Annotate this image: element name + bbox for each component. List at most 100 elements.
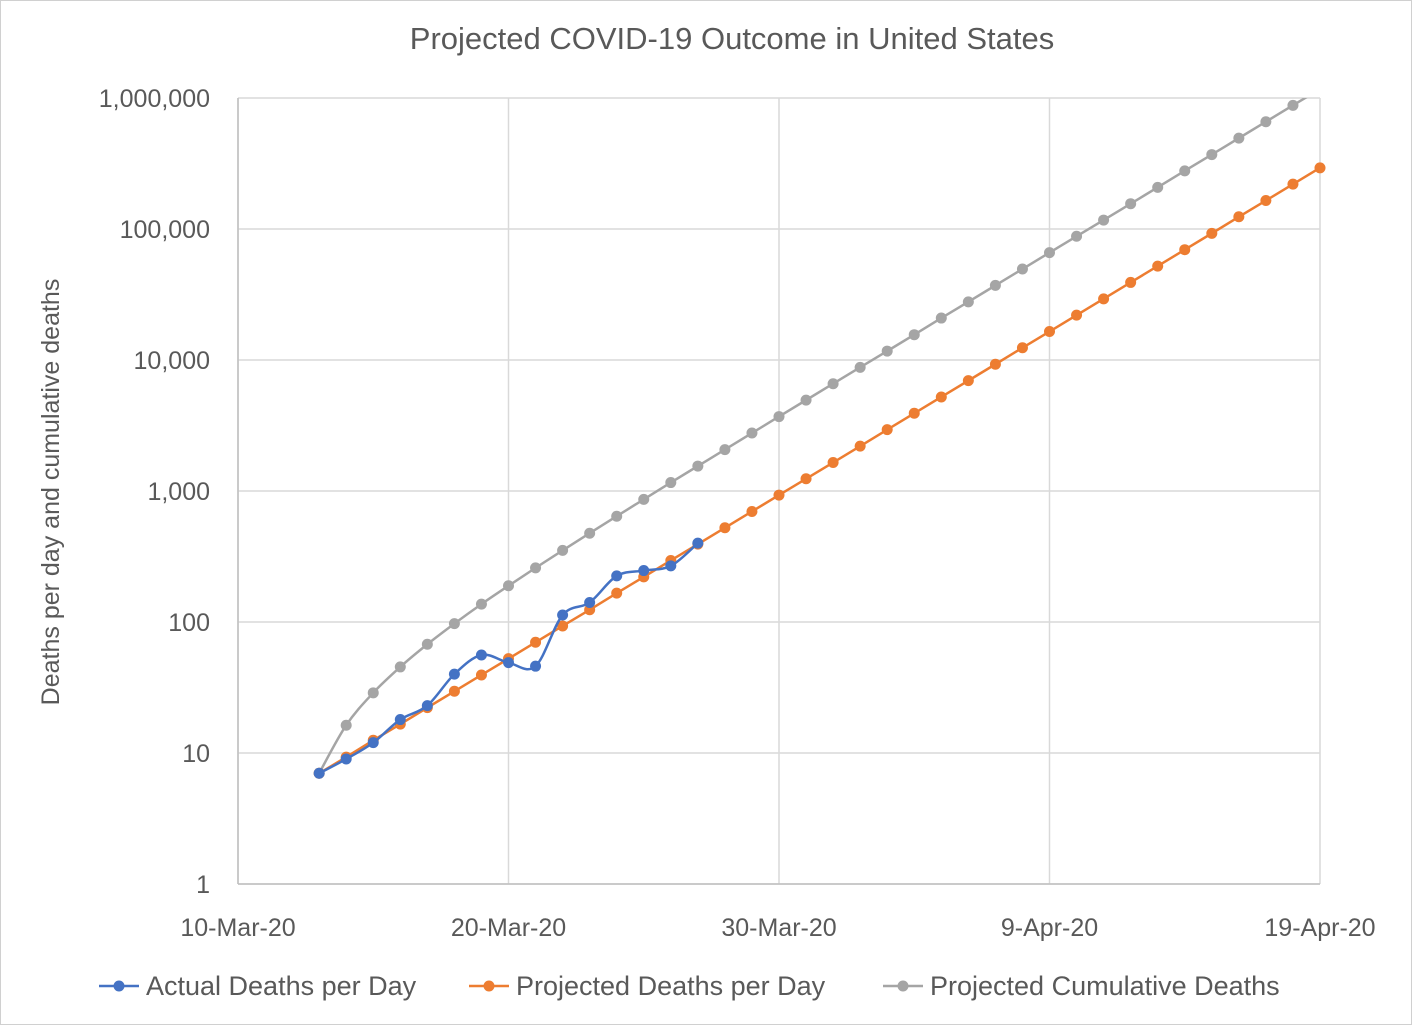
series-line (318, 98, 1308, 774)
data-point (475, 598, 487, 610)
data-point (665, 560, 677, 572)
data-point (962, 296, 974, 308)
data-point (773, 411, 785, 423)
data-point (908, 407, 920, 419)
data-point (1016, 263, 1028, 275)
y-tick-label: 100,000 (120, 216, 210, 244)
data-point (503, 657, 514, 669)
data-point (584, 596, 596, 608)
data-point (1044, 247, 1055, 259)
series-0 (313, 537, 704, 779)
data-point (827, 457, 839, 469)
data-point (1206, 149, 1218, 161)
data-point (557, 609, 569, 621)
data-point (935, 312, 947, 324)
data-point (854, 361, 866, 373)
data-point (746, 505, 758, 517)
data-point (611, 587, 623, 599)
data-point (1260, 116, 1272, 128)
data-point (719, 522, 731, 534)
data-point (448, 685, 460, 697)
legend-label: Projected Deaths per Day (516, 971, 826, 1001)
data-point (638, 565, 650, 577)
data-point (1044, 326, 1055, 338)
data-point (746, 427, 758, 439)
data-point (611, 510, 623, 522)
data-point (908, 329, 920, 341)
data-point (989, 358, 1001, 370)
y-axis-label: Deaths per day and cumulative deaths (37, 279, 65, 706)
data-point (530, 636, 542, 648)
x-tick-label: 19-Apr-20 (1264, 914, 1375, 942)
x-tick-label: 20-Mar-20 (451, 914, 566, 942)
x-tick-label: 9-Apr-20 (1001, 914, 1098, 942)
data-point (1071, 230, 1083, 242)
data-point (475, 669, 487, 681)
series-2 (313, 84, 1326, 779)
data-point (503, 580, 514, 592)
data-point (394, 661, 406, 673)
data-point (692, 460, 704, 472)
data-point (800, 473, 812, 485)
data-point (1071, 309, 1083, 321)
data-point (340, 753, 352, 765)
tick-label-layer: 1 10 100 1,000 10,000 100,000 1,000,000 10-Mar-… (99, 85, 1376, 942)
series-1 (313, 162, 1326, 779)
data-point (1287, 178, 1299, 190)
y-tick-label: 10,000 (134, 347, 210, 375)
data-point (1152, 181, 1164, 193)
grid-layer (237, 97, 1321, 885)
legend-item: Projected Cumulative Deaths (883, 971, 1280, 1001)
data-point (1206, 227, 1218, 239)
data-point (367, 737, 379, 749)
data-point (1233, 132, 1245, 144)
data-point (665, 477, 677, 489)
data-point (448, 618, 460, 630)
legend-label: Actual Deaths per Day (146, 971, 417, 1001)
legend-marker (897, 980, 909, 992)
y-tick-label: 10 (182, 740, 210, 768)
chart-title: Projected COVID-19 Outcome in United Sta… (410, 21, 1054, 56)
data-point (692, 537, 704, 549)
data-point (421, 638, 433, 650)
data-point (1098, 214, 1110, 226)
data-point (421, 700, 433, 712)
data-point (1260, 195, 1272, 207)
data-point (1016, 342, 1028, 354)
data-point (557, 544, 569, 556)
series-line (318, 166, 1321, 775)
data-point (1315, 84, 1326, 95)
y-tick-label: 1 (196, 871, 210, 899)
legend-item: Actual Deaths per Day (99, 971, 417, 1001)
data-point (611, 570, 623, 582)
data-point (773, 489, 785, 501)
data-point (1179, 165, 1191, 177)
data-point (1314, 162, 1326, 174)
data-point (800, 394, 812, 406)
y-tick-label: 100 (168, 609, 210, 637)
data-point (1125, 276, 1137, 288)
data-point (584, 527, 596, 539)
legend-item: Projected Deaths per Day (469, 971, 826, 1001)
data-point (394, 714, 406, 726)
data-point (1098, 293, 1110, 305)
data-point (1233, 211, 1245, 223)
data-point (1152, 260, 1164, 272)
data-point (1179, 244, 1191, 256)
legend-marker (113, 980, 125, 992)
series-layer (313, 84, 1326, 779)
legend-label: Projected Cumulative Deaths (930, 971, 1280, 1001)
data-point (827, 378, 839, 390)
x-tick-label: 30-Mar-20 (721, 914, 836, 942)
data-point (530, 660, 542, 672)
legend-marker (483, 980, 495, 992)
data-point (1125, 198, 1137, 210)
data-point (475, 649, 487, 661)
legend: Actual Deaths per Day Projected Deaths pe… (99, 971, 1280, 1001)
data-point (719, 444, 731, 456)
y-tick-label: 1,000,000 (99, 85, 210, 113)
data-point (557, 620, 569, 632)
data-point (313, 767, 325, 779)
